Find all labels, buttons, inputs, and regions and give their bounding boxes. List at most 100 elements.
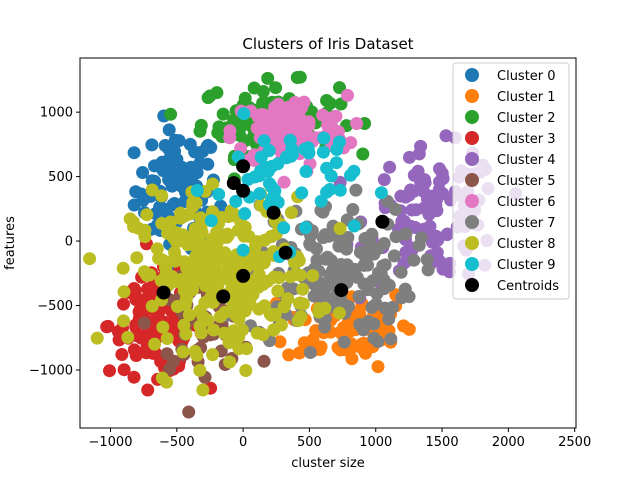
data-point (117, 297, 130, 311)
data-point (176, 345, 190, 359)
data-point (229, 194, 243, 208)
data-point (206, 177, 220, 191)
centroid-point (216, 289, 231, 304)
data-point (421, 263, 435, 277)
data-point (417, 184, 430, 198)
data-point (174, 211, 187, 225)
legend-marker (465, 110, 479, 124)
legend-label: Cluster 8 (497, 237, 556, 252)
data-point (293, 296, 306, 310)
data-point (160, 332, 174, 345)
x-tick-label: 2500 (558, 435, 591, 450)
legend-box (452, 62, 570, 300)
data-point (287, 282, 301, 296)
legend-marker (465, 257, 479, 271)
data-point (189, 196, 203, 210)
data-point (188, 145, 202, 159)
centroid-point (226, 176, 241, 191)
data-point (196, 244, 210, 258)
data-point (282, 348, 296, 362)
data-point (344, 136, 358, 150)
data-point (148, 337, 162, 351)
data-point (440, 228, 454, 242)
data-point (382, 305, 396, 319)
y-tick-label: 500 (48, 170, 73, 185)
centroid-point (266, 205, 281, 220)
legend-item: Cluster 6 (465, 194, 556, 210)
data-point (204, 214, 218, 228)
data-point (296, 125, 310, 139)
centroid-point (278, 245, 293, 260)
y-axis-label: features (3, 216, 18, 270)
legend-label: Cluster 3 (497, 132, 556, 147)
data-point (299, 221, 313, 235)
data-point (223, 131, 237, 145)
data-point (203, 89, 217, 103)
legend-marker (465, 131, 479, 145)
data-point (315, 291, 329, 305)
data-point (211, 253, 225, 267)
data-point (175, 160, 189, 174)
data-point (188, 345, 202, 358)
data-point (376, 259, 390, 273)
legend-label: Cluster 5 (497, 174, 556, 189)
data-point (127, 343, 141, 357)
data-point (223, 355, 237, 369)
data-point (356, 147, 370, 161)
data-point (150, 242, 164, 256)
data-point (358, 345, 372, 359)
data-point (325, 111, 339, 125)
data-point (267, 323, 281, 337)
data-point (346, 203, 360, 216)
legend-label: Cluster 4 (497, 153, 556, 168)
data-point (332, 306, 346, 320)
data-point (302, 146, 316, 160)
data-point (292, 110, 306, 124)
data-point (414, 231, 428, 245)
data-point (145, 299, 159, 313)
data-point (117, 314, 130, 328)
centroid-layer (156, 159, 390, 304)
legend-label: Centroids (497, 279, 559, 294)
data-point (253, 187, 267, 201)
legend-label: Cluster 1 (497, 90, 556, 105)
data-point (141, 383, 155, 397)
data-point (263, 177, 276, 191)
data-point (206, 348, 220, 362)
data-point (134, 187, 148, 201)
data-point (399, 190, 413, 204)
data-point (239, 364, 253, 377)
legend-item: Cluster 1 (465, 89, 556, 105)
data-point (278, 123, 292, 137)
data-point (323, 96, 337, 110)
data-point (350, 117, 364, 130)
data-point (182, 308, 196, 322)
data-point (389, 230, 403, 244)
data-point (227, 207, 241, 221)
data-point (194, 211, 208, 225)
data-point (367, 331, 381, 345)
data-point (212, 187, 226, 201)
data-point (289, 267, 303, 281)
series-cluster-9 (190, 107, 388, 264)
legend-marker (465, 89, 479, 103)
data-point (352, 289, 366, 303)
data-point (242, 298, 256, 312)
y-tick-label: −500 (37, 299, 73, 314)
x-tick-label: −1000 (89, 435, 133, 450)
data-point (216, 107, 230, 121)
data-point (170, 235, 184, 249)
data-point (295, 186, 309, 200)
data-point (357, 258, 371, 272)
data-point (179, 293, 193, 307)
data-point (310, 253, 324, 267)
data-point (184, 160, 198, 174)
data-point (134, 300, 148, 314)
data-point (347, 219, 361, 233)
data-point (371, 360, 385, 374)
legend-marker (465, 152, 479, 166)
legend-marker (465, 194, 479, 208)
data-point (140, 208, 154, 222)
data-point (138, 223, 152, 237)
data-point (162, 123, 176, 137)
